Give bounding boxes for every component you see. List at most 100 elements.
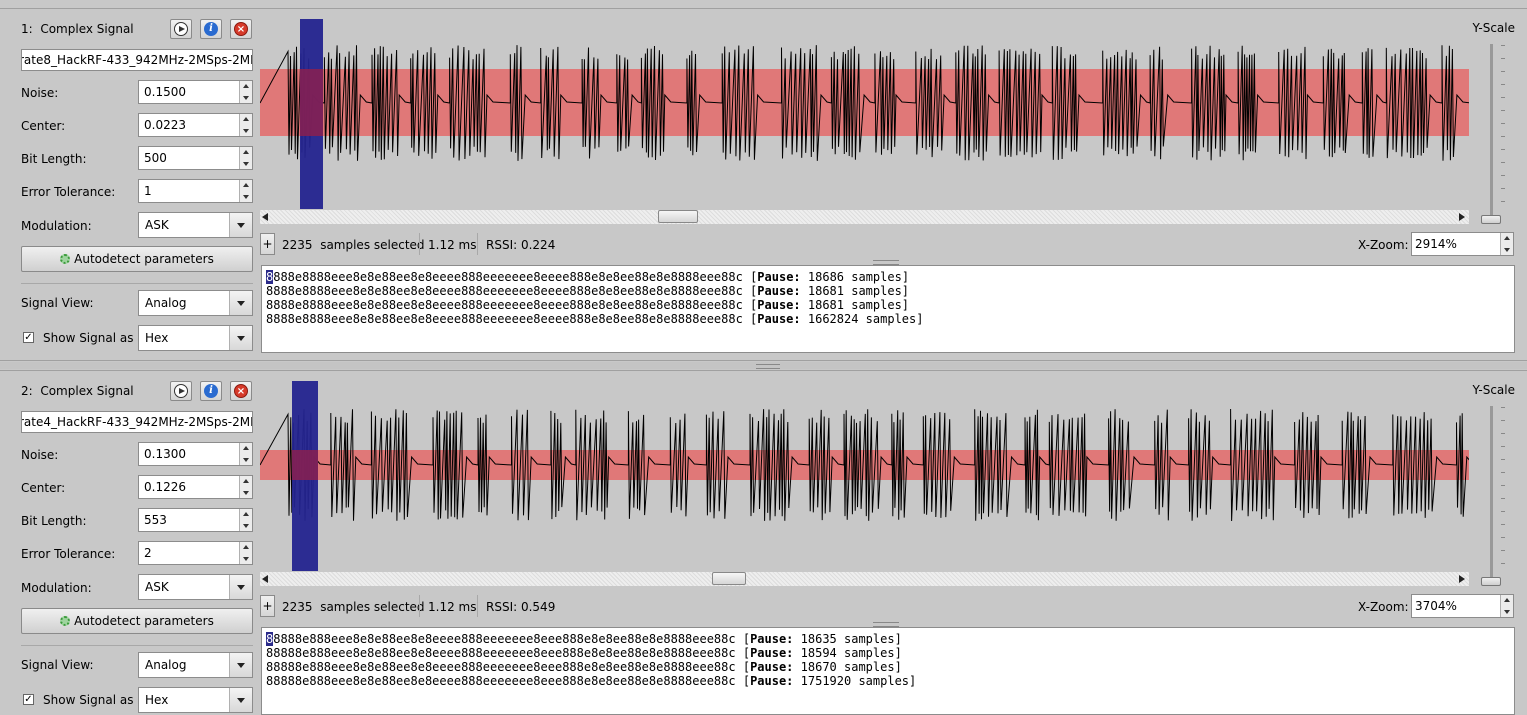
close-signal-button[interactable]: × [230, 381, 252, 401]
filename-field[interactable]: rate8_HackRF-433_942MHz-2MSps-2MHz [21, 49, 253, 71]
spin-arrows-icon[interactable] [1500, 233, 1513, 255]
scroll-right-icon[interactable] [1459, 575, 1465, 583]
waveform-trace [260, 408, 1469, 522]
bits-row: 8888e8888eee8e8e88ee8e8eeee888eeeeeee8ee… [266, 270, 910, 284]
splitter-grip[interactable] [756, 364, 780, 369]
pause-label: Pause: [757, 298, 801, 312]
bit-length-spinbox[interactable]: 553 [138, 508, 253, 532]
signal-panel-1: 1: Complex Signal i × rate8_HackRF-433_9… [0, 8, 1527, 361]
chevron-down-icon[interactable] [229, 326, 252, 350]
bits-row: 8888e8888eee8e8e88ee8e8eeee888eeeeeee8ee… [266, 312, 924, 326]
bits-row: 88888e888eee8e8e88ee8e8eeee888eeeeeee8ee… [266, 646, 902, 660]
bits-value: 8888e8888eee8e8e88ee8e8eeee888eeeeeee8ee… [266, 284, 743, 298]
replay-button[interactable] [170, 381, 192, 401]
error-tolerance-spinbox[interactable]: 2 [138, 541, 253, 565]
center-label: Center: [21, 119, 66, 133]
resize-grip[interactable] [873, 622, 899, 627]
horizontal-scrollbar[interactable] [260, 572, 1469, 586]
chevron-down-icon[interactable] [229, 575, 252, 599]
signal-view-label: Signal View: [21, 658, 94, 672]
autodetect-button[interactable]: Autodetect parameters [21, 246, 253, 272]
expand-button[interactable]: + [260, 595, 275, 617]
spin-arrows-icon[interactable] [239, 147, 252, 169]
center-spinbox[interactable]: 0.1226 [138, 475, 253, 499]
resize-grip[interactable] [873, 260, 899, 265]
waveform-trace [260, 45, 1469, 161]
bits-value: 88888e888eee8e8e88ee8e8eeee888eeeeeee8ee… [266, 674, 736, 688]
bits-value: 8888e8888eee8e8e88ee8e8eeee888eeeeeee8ee… [266, 312, 743, 326]
signal-view-combo[interactable]: Analog [138, 652, 253, 678]
pause-label: Pause: [750, 632, 794, 646]
noise-spinbox[interactable]: 0.1500 [138, 80, 253, 104]
scroll-left-icon[interactable] [262, 575, 268, 583]
autodetect-button[interactable]: Autodetect parameters [21, 608, 253, 634]
spin-arrows-icon[interactable] [239, 443, 252, 465]
bits-text-view[interactable]: 88888e888eee8e8e88ee8e8eeee888eeeeeee8ee… [261, 627, 1515, 715]
center-spinbox[interactable]: 0.0223 [138, 113, 253, 137]
show-signal-as-combo[interactable]: Hex [138, 325, 253, 351]
signal-waveform-plot[interactable] [260, 381, 1469, 571]
pause-samples: 18681 samples [807, 298, 902, 312]
spin-arrows-icon[interactable] [1500, 595, 1513, 617]
close-signal-button[interactable]: × [230, 19, 252, 39]
info-button[interactable]: i [200, 19, 222, 39]
y-scale-slider-handle[interactable] [1481, 215, 1501, 224]
show-signal-as-combo[interactable]: Hex [138, 687, 253, 713]
y-scale-slider-handle[interactable] [1481, 577, 1501, 586]
signal-waveform-plot[interactable] [260, 19, 1469, 209]
pause-samples: 18594 samples [800, 646, 895, 660]
pause-samples: 18635 samples [800, 632, 895, 646]
x-zoom-label: X-Zoom: [1358, 238, 1409, 252]
x-zoom-spinbox[interactable]: 3704% [1411, 594, 1514, 618]
spin-arrows-icon[interactable] [239, 180, 252, 202]
show-signal-as-checkbox[interactable]: ✓ [23, 694, 34, 705]
chevron-down-icon[interactable] [229, 653, 252, 677]
info-icon: i [204, 384, 218, 398]
pause-label: Pause: [757, 284, 801, 298]
samples-selected: 2235 samples selected [282, 238, 425, 252]
replay-button[interactable] [170, 19, 192, 39]
error-tolerance-spinbox[interactable]: 1 [138, 179, 253, 203]
signal-view-combo[interactable]: Analog [138, 290, 253, 316]
expand-button[interactable]: + [260, 233, 275, 255]
x-zoom-spinbox[interactable]: 2914% [1411, 232, 1514, 256]
filename-field[interactable]: rate4_HackRF-433_942MHz-2MSps-2MHz [21, 411, 253, 433]
spin-arrows-icon[interactable] [239, 509, 252, 531]
spin-arrows-icon[interactable] [239, 542, 252, 564]
scroll-right-icon[interactable] [1459, 213, 1465, 221]
spin-arrows-icon[interactable] [239, 476, 252, 498]
rssi-text: RSSI: 0.224 [486, 238, 556, 252]
noise-spinbox[interactable]: 0.1300 [138, 442, 253, 466]
info-button[interactable]: i [200, 381, 222, 401]
horizontal-scrollbar[interactable] [260, 210, 1469, 224]
scrollbar-thumb[interactable] [658, 210, 698, 223]
spin-arrows-icon[interactable] [239, 81, 252, 103]
chevron-down-icon[interactable] [229, 688, 252, 712]
y-scale-slider-track[interactable] [1490, 44, 1493, 219]
spin-arrows-icon[interactable] [239, 114, 252, 136]
y-scale-slider-track[interactable] [1490, 406, 1493, 581]
pause-label: Pause: [757, 312, 801, 326]
selection-noise-overlap [300, 69, 323, 136]
panel-splitter[interactable] [0, 362, 1527, 369]
bits-value: 88888e888eee8e8e88ee8e8eeee888eeeeeee8ee… [266, 660, 736, 674]
bits-value: 88888e888eee8e8e88ee8e8eeee888eeeeeee8ee… [266, 646, 736, 660]
bits-row: 88888e888eee8e8e88ee8e8eeee888eeeeeee8ee… [266, 632, 902, 646]
bits-text-view[interactable]: 8888e8888eee8e8e88ee8e8eeee888eeeeeee8ee… [261, 265, 1515, 353]
bit-length-spinbox[interactable]: 500 [138, 146, 253, 170]
separator [477, 595, 478, 617]
scrollbar-thumb[interactable] [712, 572, 746, 585]
modulation-combo[interactable]: ASK [138, 574, 253, 600]
y-scale-ticks [1501, 45, 1505, 214]
text-cursor-selection: 8 [266, 632, 274, 646]
show-signal-as-checkbox[interactable]: ✓ [23, 332, 34, 343]
selection-noise-overlap [292, 450, 318, 480]
modulation-combo[interactable]: ASK [138, 212, 253, 238]
scroll-left-icon[interactable] [262, 213, 268, 221]
separator [21, 283, 253, 284]
bits-value: 888e8888eee8e8e88ee8e8eeee888eeeeeee8eee… [273, 270, 743, 284]
chevron-down-icon[interactable] [229, 213, 252, 237]
y-scale-label: Y-Scale [1472, 21, 1515, 35]
close-icon: × [234, 22, 248, 36]
chevron-down-icon[interactable] [229, 291, 252, 315]
